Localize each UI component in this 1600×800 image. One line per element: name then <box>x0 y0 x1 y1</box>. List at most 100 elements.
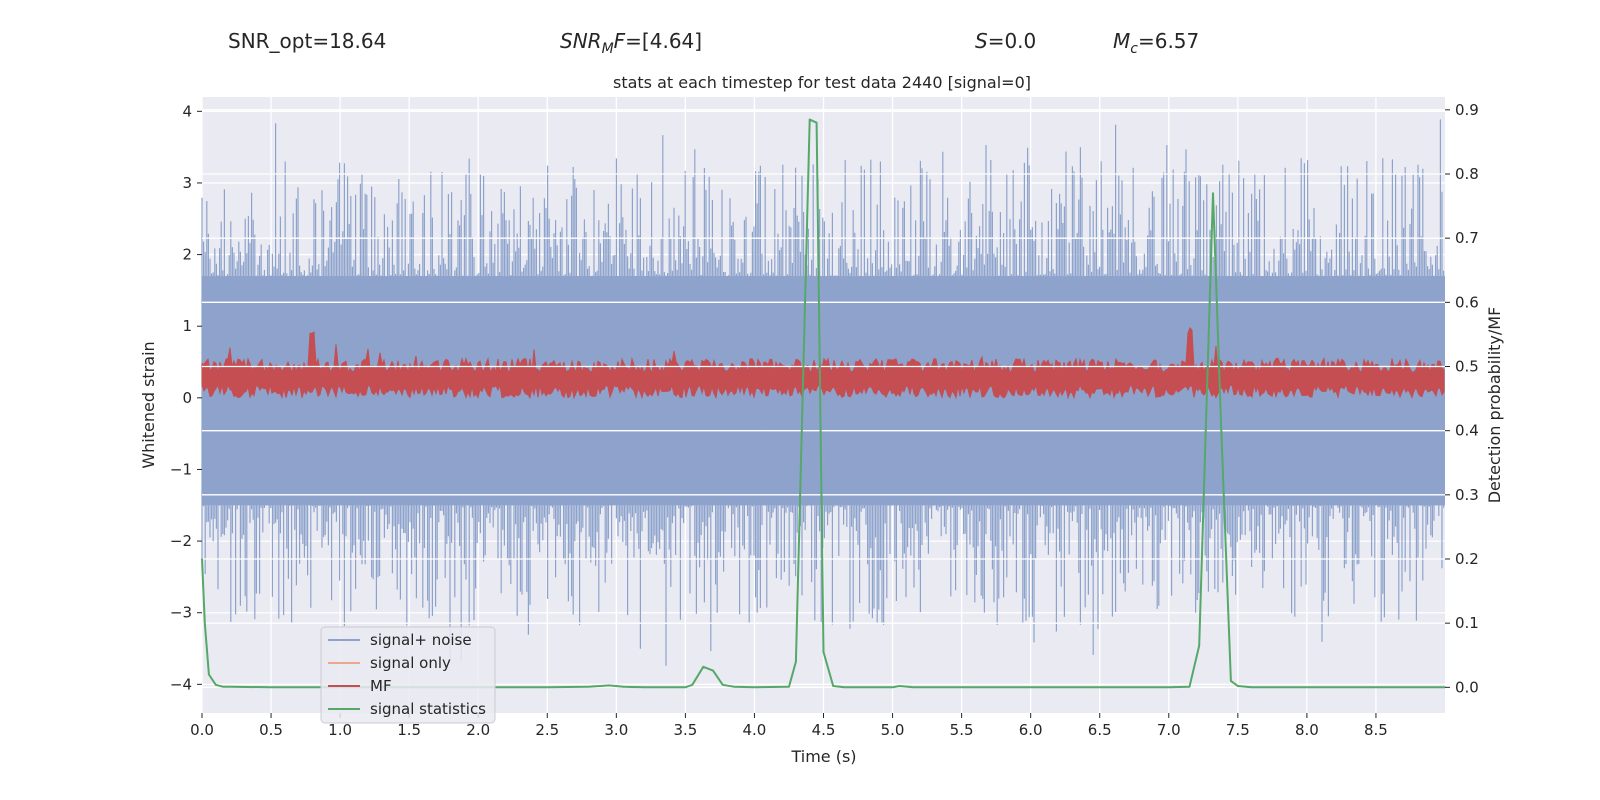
stats-point <box>208 673 210 676</box>
stats-point <box>622 685 624 688</box>
stats-point <box>1098 686 1101 689</box>
stats-point <box>721 684 724 686</box>
s-text: S=0.0 <box>975 29 1036 53</box>
stats-point <box>795 660 797 663</box>
x-axis-ticks: 0.0 0.5 1.0 1.5 2.0 2.5 3.0 3.5 4.0 4.5 5.0 5.5 6.0 6… <box>190 713 1388 739</box>
stats-point <box>1168 686 1170 689</box>
y2-tick-label: 0.7 <box>1455 229 1479 247</box>
mc-sub: c <box>1130 41 1138 57</box>
mf-band <box>201 326 1445 400</box>
snr-mf-value: =[4.64] <box>625 29 702 53</box>
y2-tick-label: 0.6 <box>1455 293 1479 311</box>
stats-point <box>608 684 611 687</box>
stats-point <box>960 686 963 689</box>
stats-point <box>702 666 705 668</box>
y-axis-label: Whitened strain <box>139 341 158 468</box>
legend-box <box>320 626 496 724</box>
y2-tick-label: 0.3 <box>1455 486 1479 504</box>
stats-point <box>691 684 694 686</box>
legend-label-signal-only: signal only <box>370 654 451 672</box>
stats-point <box>822 651 825 653</box>
x-axis-label: Time (s) <box>790 747 856 766</box>
header-annotations: SNR_opt=18.64 SNRMF=[4.64] S=0.0 Mc=6.57 <box>228 29 1199 57</box>
x-tick-label: 8.5 <box>1364 721 1388 739</box>
mc-main: M <box>1113 29 1130 53</box>
y2-tick-label: 0.4 <box>1455 422 1479 440</box>
y2-tick-label: 0.5 <box>1455 358 1479 376</box>
y2-tick-label: 0.9 <box>1455 101 1479 119</box>
x-tick-label: 0.5 <box>259 721 283 739</box>
y-tick-label: 4 <box>182 102 192 120</box>
s-main: S <box>975 29 988 53</box>
stats-point <box>228 685 231 688</box>
stats-point <box>1306 686 1308 689</box>
stats-point <box>808 118 811 121</box>
stats-point <box>898 685 901 687</box>
stats-point <box>1375 686 1377 689</box>
right-axis-grid <box>202 109 1445 688</box>
stats-point <box>732 685 735 688</box>
stats-point <box>201 558 203 560</box>
y-tick-label: 3 <box>182 174 192 192</box>
stats-point <box>712 669 714 672</box>
y2-tick-label: 0.2 <box>1455 550 1479 568</box>
stats-point <box>832 685 834 687</box>
y2-tick-label: 0.1 <box>1455 614 1479 632</box>
snr-opt-text: SNR_opt=18.64 <box>228 29 386 53</box>
chart-title: stats at each timestep for test data 244… <box>613 73 1031 92</box>
x-tick-label: 1.5 <box>397 721 421 739</box>
s-value: =0.0 <box>988 29 1037 53</box>
stats-point <box>643 686 645 689</box>
snr-mf-text: SNRMF=[4.64] <box>560 29 702 57</box>
x-tick-label: 2.0 <box>466 721 490 739</box>
x-tick-label: 7.0 <box>1157 721 1181 739</box>
y-tick-label: 1 <box>182 317 192 335</box>
stats-point <box>1198 644 1200 647</box>
y2-tick-label: 0.0 <box>1455 678 1479 696</box>
stats-point <box>270 686 272 689</box>
x-tick-label: 6.0 <box>1019 721 1043 739</box>
mf-series <box>201 326 1445 400</box>
y-tick-label: 2 <box>182 246 192 264</box>
mc-value: =6.57 <box>1138 29 1199 53</box>
mc-text: Mc=6.57 <box>1113 29 1199 57</box>
stats-point <box>753 686 756 689</box>
x-tick-label: 4.0 <box>743 721 767 739</box>
stats-point <box>843 686 845 689</box>
x-tick-label: 3.5 <box>673 721 697 739</box>
x-tick-label: 5.5 <box>950 721 974 739</box>
stats-point <box>1212 192 1214 195</box>
y-axis-ticks: 4 3 2 1 0 −1 −2 −3 −4 <box>170 102 202 693</box>
stats-point <box>546 686 549 689</box>
legend-label-stats: signal statistics <box>370 700 486 718</box>
x-tick-label: 2.5 <box>535 721 559 739</box>
stats-point <box>204 622 206 624</box>
y2-axis-ticks: 0.9 0.8 0.7 0.6 0.5 0.4 0.3 0.2 0.1 0.0 <box>1445 101 1479 696</box>
stats-point <box>912 686 915 689</box>
stats-point <box>1250 686 1253 689</box>
x-tick-label: 5.0 <box>881 721 905 739</box>
legend-label-mf: MF <box>370 677 392 695</box>
stats-point <box>1029 686 1032 689</box>
stats-point <box>1188 685 1191 688</box>
stats-point <box>587 685 590 688</box>
x-tick-label: 1.0 <box>328 721 352 739</box>
x-tick-label: 3.0 <box>604 721 628 739</box>
legend: signal+ noise signal only MF signal stat… <box>320 626 496 724</box>
y-tick-label: 0 <box>182 389 192 407</box>
y-tick-label: −2 <box>170 532 192 550</box>
y-tick-label: −3 <box>170 604 192 622</box>
x-tick-label: 4.5 <box>812 721 836 739</box>
snr-mf-sub: M <box>602 41 614 57</box>
y2-axis-label: Detection probability/MF <box>1485 307 1504 504</box>
stats-point <box>1220 429 1223 432</box>
stats-point <box>1237 685 1239 687</box>
stats-point <box>215 684 217 686</box>
stats-point <box>1230 680 1232 682</box>
stats-point <box>891 686 894 689</box>
y-tick-label: −1 <box>170 460 192 478</box>
x-tick-label: 8.0 <box>1295 721 1319 739</box>
x-tick-label: 0.0 <box>190 721 214 739</box>
legend-label-noise: signal+ noise <box>370 631 472 649</box>
